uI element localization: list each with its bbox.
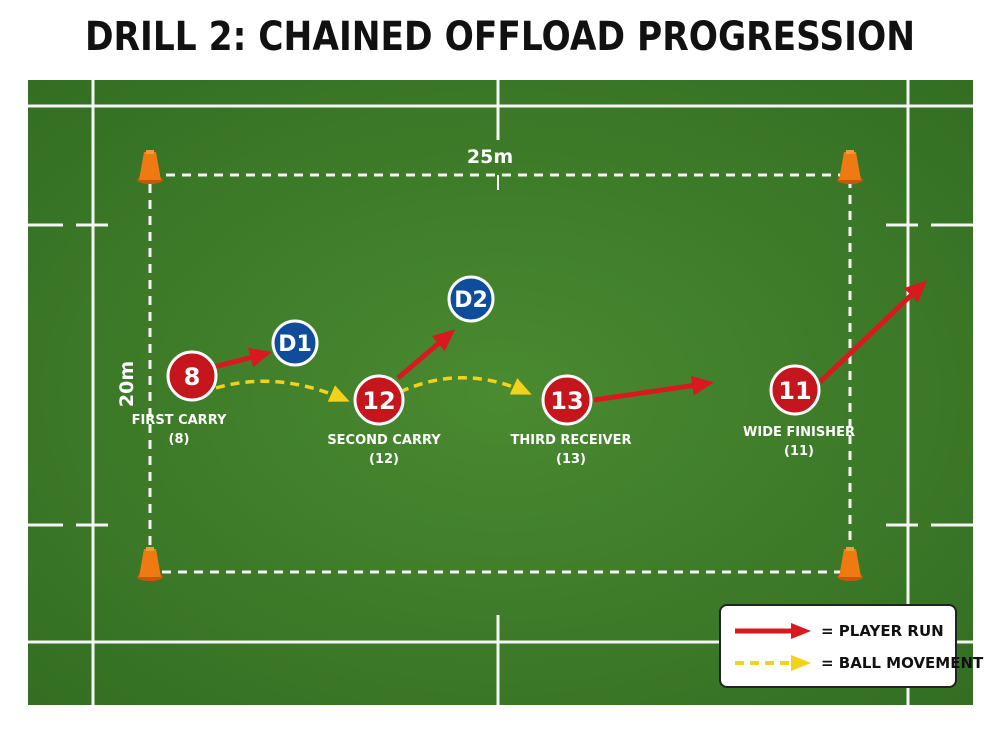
rugby-pitch: 25m 20m xyxy=(28,80,973,705)
svg-text:THIRD RECEIVER: THIRD RECEIVER xyxy=(510,433,631,448)
svg-text:WIDE FINISHER: WIDE FINISHER xyxy=(743,425,855,440)
drill-grid-boundary xyxy=(148,173,852,574)
legend-ball-movement: = BALL MOVEMENT xyxy=(733,650,983,676)
attacker-11: 11 xyxy=(769,364,821,416)
svg-text:SECOND CARRY: SECOND CARRY xyxy=(327,433,441,448)
attacker-13: 13 xyxy=(541,374,593,426)
label-first-carry: FIRST CARRY (8) xyxy=(132,413,227,447)
svg-text:(13): (13) xyxy=(556,452,586,467)
pitch-markings xyxy=(28,80,973,705)
label-wide-finisher: WIDE FINISHER (11) xyxy=(743,425,855,459)
svg-text:11: 11 xyxy=(778,377,811,405)
run-12-to-d2 xyxy=(396,329,456,380)
defender-d1: D1 xyxy=(271,319,319,367)
cone-bottom-left xyxy=(137,547,163,581)
svg-text:D2: D2 xyxy=(454,288,488,313)
svg-text:(8): (8) xyxy=(169,432,190,447)
defender-d2: D2 xyxy=(447,275,495,323)
attacker-12: 12 xyxy=(353,374,405,426)
label-second-carry: SECOND CARRY (12) xyxy=(327,433,441,467)
svg-text:D1: D1 xyxy=(278,332,312,357)
cone-bottom-right xyxy=(837,547,863,581)
cone-top-left xyxy=(137,150,163,184)
svg-text:FIRST CARRY: FIRST CARRY xyxy=(132,413,227,428)
height-label: 20m xyxy=(116,361,138,407)
svg-text:8: 8 xyxy=(184,363,201,391)
red-arrow-icon xyxy=(735,623,811,639)
svg-text:13: 13 xyxy=(550,387,583,415)
run-11-wide xyxy=(818,280,927,384)
legend-player-run: = PLAYER RUN xyxy=(733,618,944,644)
legend-ball-movement-label: = BALL MOVEMENT xyxy=(821,654,984,672)
page-title: DRILL 2: CHAINED OFFLOAD PROGRESSION xyxy=(84,14,916,60)
ball-pass-8-to-12 xyxy=(215,379,350,402)
width-label: 25m xyxy=(467,146,513,168)
run-8-to-d1 xyxy=(213,347,272,370)
svg-text:(12): (12) xyxy=(369,452,399,467)
yellow-dashed-arrow-icon xyxy=(735,655,811,671)
ball-pass-12-to-13 xyxy=(399,376,532,395)
attacker-8: 8 xyxy=(166,350,218,402)
svg-text:(11): (11) xyxy=(784,444,814,459)
legend-box: = PLAYER RUN = BALL MOVEMENT xyxy=(719,604,983,688)
legend-player-run-label: = PLAYER RUN xyxy=(821,622,944,640)
svg-text:12: 12 xyxy=(362,387,395,415)
run-13-forward xyxy=(593,375,714,403)
cone-top-right xyxy=(837,150,863,184)
drill-diagram: 25m 20m xyxy=(28,80,973,705)
label-third-receiver: THIRD RECEIVER (13) xyxy=(510,433,631,467)
